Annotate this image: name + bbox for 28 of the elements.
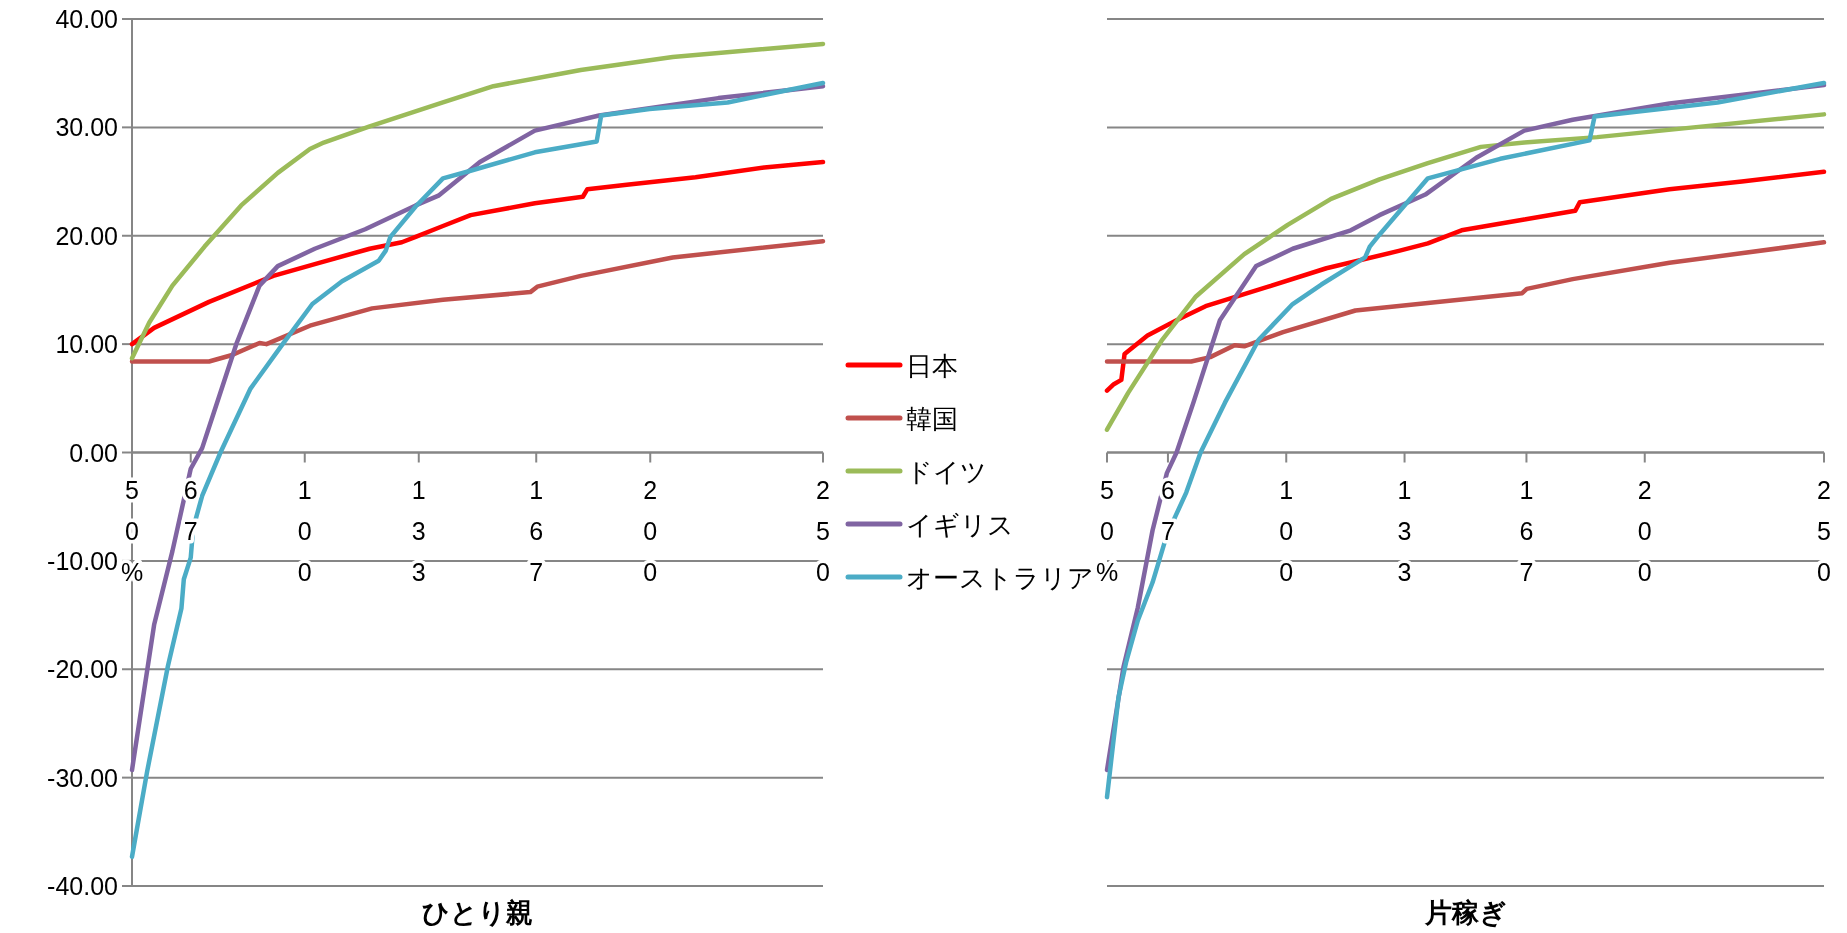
x-tick-label: 1 3 3 xyxy=(1397,475,1412,586)
y-tick-label: 40.00 xyxy=(55,5,118,33)
y-tick-label: 10.00 xyxy=(55,330,118,359)
y-tick-label: -40.00 xyxy=(47,872,118,900)
x-tick-label: 2 5 0 xyxy=(816,475,830,586)
x-tick-label: 1 0 0 xyxy=(297,475,312,586)
y-tick-label: 0.00 xyxy=(69,438,118,467)
x-tick-label: 2 0 0 xyxy=(1637,475,1652,586)
x-tick-label: 2 0 0 xyxy=(643,475,658,586)
y-tick-label: -20.00 xyxy=(47,655,118,684)
x-tick-label: 1 6 7 xyxy=(1519,475,1534,586)
legend-label: イギリス xyxy=(906,510,1014,540)
x-axis-title: 片稼ぎ xyxy=(1423,898,1507,928)
x-tick-label: 2 5 0 xyxy=(1817,475,1831,586)
x-axis-title: ひとり親 xyxy=(422,898,533,928)
x-tick-label: 50% xyxy=(120,475,144,586)
legend-label: ドイツ xyxy=(906,457,987,487)
y-tick-label: 20.00 xyxy=(55,221,118,250)
legend-label: 韓国 xyxy=(906,404,958,434)
x-tick-label: 1 0 0 xyxy=(1279,475,1294,586)
legend-label: オーストラリア xyxy=(906,563,1094,593)
y-tick-label: 30.00 xyxy=(55,113,118,142)
y-tick-label: -10.00 xyxy=(47,546,118,575)
x-tick-label: 50% xyxy=(1095,475,1119,586)
x-tick-label: 1 3 3 xyxy=(411,475,426,586)
x-tick-label: 1 6 7 xyxy=(529,475,544,586)
y-tick-label: -30.00 xyxy=(47,763,118,792)
legend-label: 日本 xyxy=(906,351,958,381)
